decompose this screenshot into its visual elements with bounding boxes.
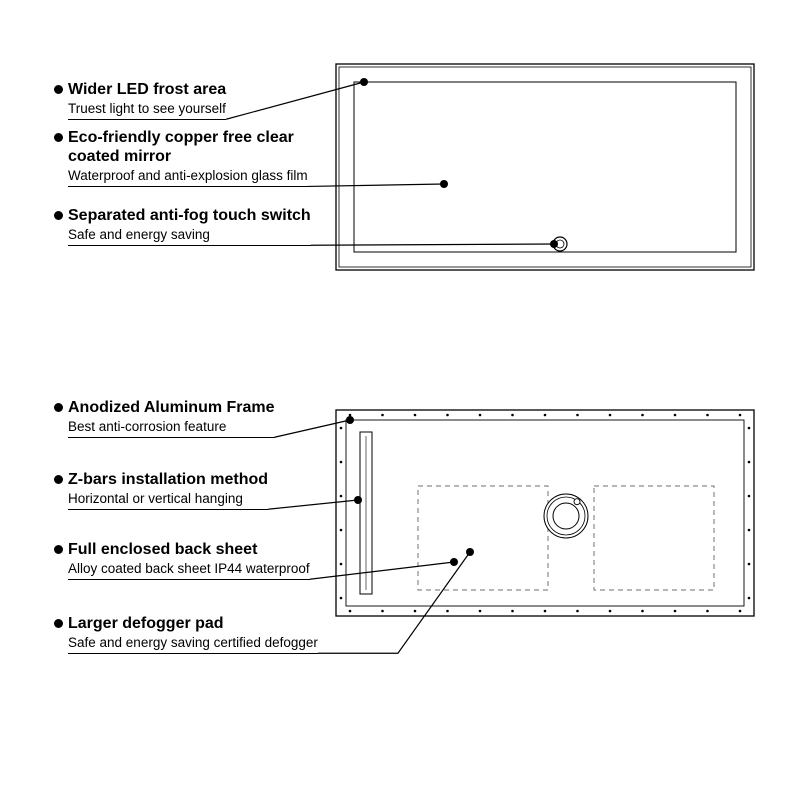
bullet-icon (54, 403, 63, 412)
callout-subtitle: Alloy coated back sheet IP44 waterproof (68, 560, 310, 580)
callout-title: Eco-friendly copper free clearcoated mir… (68, 128, 308, 166)
callout-title: Larger defogger pad (68, 614, 318, 633)
callout-subtitle: Best anti-corrosion feature (68, 418, 275, 438)
callout-title: Separated anti-fog touch switch (68, 206, 311, 225)
bullet-icon (54, 133, 63, 142)
bottom-callout-1: Z-bars installation methodHorizontal or … (54, 470, 268, 510)
callout-subtitle: Horizontal or vertical hanging (68, 490, 268, 510)
callout-title: Full enclosed back sheet (68, 540, 310, 559)
callout-title: Wider LED frost area (68, 80, 226, 99)
bottom-callout-3: Larger defogger padSafe and energy savin… (54, 614, 318, 654)
bullet-icon (54, 619, 63, 628)
bottom-callout-0: Anodized Aluminum FrameBest anti-corrosi… (54, 398, 275, 438)
top-callout-2: Separated anti-fog touch switchSafe and … (54, 206, 311, 246)
bottom-callout-2: Full enclosed back sheetAlloy coated bac… (54, 540, 310, 580)
callout-subtitle: Truest light to see yourself (68, 100, 226, 120)
callout-title: Anodized Aluminum Frame (68, 398, 275, 417)
callout-subtitle: Safe and energy saving certified defogge… (68, 634, 318, 654)
bullet-icon (54, 85, 63, 94)
top-callout-1: Eco-friendly copper free clearcoated mir… (54, 128, 308, 187)
bullet-icon (54, 545, 63, 554)
callout-subtitle: Safe and energy saving (68, 226, 311, 246)
top-callout-0: Wider LED frost areaTruest light to see … (54, 80, 226, 120)
callout-title: Z-bars installation method (68, 470, 268, 489)
callout-subtitle: Waterproof and anti-explosion glass film (68, 167, 308, 187)
bullet-icon (54, 211, 63, 220)
bullet-icon (54, 475, 63, 484)
